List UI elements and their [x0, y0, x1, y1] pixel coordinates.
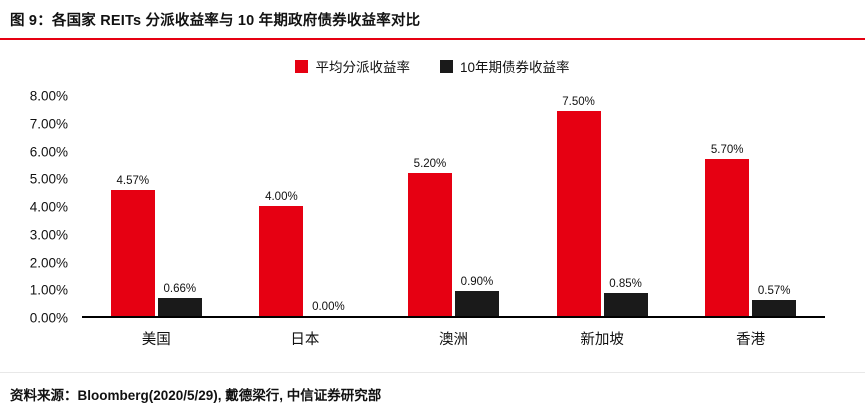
x-category-label: 澳洲	[438, 331, 468, 348]
bar-value-label: 4.00%	[265, 191, 298, 203]
bar-column: 0.00%	[306, 96, 350, 316]
x-category-label: 新加坡	[580, 331, 624, 348]
plot-area: 4.57% 0.66% 4.00% 0.00% 5.20% 0.90% 7.50% 0.85%…	[82, 96, 825, 318]
bar-value-label: 0.85%	[609, 277, 642, 290]
bar-column: 0.66%	[157, 96, 202, 316]
bar-bond-yield	[752, 300, 797, 316]
bar-reit-yield	[556, 111, 601, 316]
bar-reit-yield	[407, 173, 452, 316]
title-accent-line	[0, 38, 865, 40]
bar-value-label: 0.66%	[163, 282, 197, 295]
bar-chart: 8.00% 7.00% 6.00% 5.00% 4.00% 3.00% 2.00% 1.00%…	[16, 88, 825, 354]
bar-value-label: 7.50%	[562, 96, 595, 108]
bar-group: 5.70% 0.57%	[676, 96, 825, 316]
bar-column: 0.90%	[454, 96, 499, 316]
legend-label-reit: 平均分派收益率	[315, 60, 410, 75]
x-category-label: 日本	[290, 331, 320, 348]
bar-value-label: 5.70%	[710, 144, 744, 157]
y-tick-label: 5.00%	[29, 171, 68, 187]
y-tick-label: 6.00%	[29, 144, 68, 159]
y-tick-label: 4.00%	[29, 199, 68, 215]
bar-column: 4.57%	[110, 96, 155, 316]
bar-column: 5.20%	[407, 96, 452, 316]
bar-bond-yield	[454, 291, 499, 316]
bar-reit-yield	[259, 206, 304, 316]
legend-swatch-reit	[295, 59, 309, 73]
bar-value-label: 5.20%	[413, 158, 447, 170]
legend-item-reit-yield: 平均分派收益率	[295, 56, 410, 76]
bar-column: 0.57%	[752, 96, 797, 316]
bar-group: 4.00% 0.00%	[231, 96, 380, 316]
y-tick-label: 3.00%	[29, 227, 68, 243]
bar-value-label: 0.90%	[460, 276, 494, 289]
x-category-label: 美国	[141, 331, 171, 348]
bar-column: 0.85%	[603, 96, 648, 316]
y-axis: 8.00% 7.00% 6.00% 5.00% 4.00% 3.00% 2.00% 1.00%…	[16, 89, 76, 326]
legend-item-bond-yield: 10年期债券收益率	[439, 56, 570, 76]
bar-reit-yield	[705, 159, 750, 316]
legend-label-bond: 10年期债券收益率	[459, 60, 570, 75]
x-axis: 美国 日本 澳洲 新加坡 香港	[82, 322, 825, 354]
bar-column: 5.70%	[705, 96, 750, 316]
bar-column: 7.50%	[556, 96, 601, 316]
y-tick-label: 7.00%	[29, 116, 68, 132]
source-note: 资料来源：Bloomberg(2020/5/29), 戴德梁行, 中信证券研究部	[0, 372, 865, 417]
legend: 平均分派收益率 10年期债券收益率	[0, 56, 865, 76]
legend-swatch-bond	[439, 59, 453, 73]
bar-reit-yield	[110, 190, 155, 316]
y-tick-label: 8.00%	[29, 88, 68, 104]
y-tick-label: 0.00%	[29, 310, 68, 326]
bar-bond-yield	[157, 297, 202, 316]
bar-value-label: 4.57%	[116, 175, 150, 188]
x-category-label: 香港	[736, 331, 766, 348]
y-tick-label: 2.00%	[29, 255, 68, 270]
bar-value-label: 0.57%	[757, 285, 791, 298]
bar-column: 4.00%	[259, 96, 304, 316]
bar-group: 5.20% 0.90%	[379, 96, 528, 316]
bar-bond-yield	[603, 292, 648, 316]
y-tick-label: 1.00%	[29, 282, 68, 298]
bar-group: 7.50% 0.85%	[528, 96, 677, 316]
chart-title: 图 9：各国家 REITs 分派收益率与 10 年期政府债券收益率对比	[10, 13, 421, 29]
bar-group: 4.57% 0.66%	[82, 96, 231, 316]
bar-value-label: 0.00%	[312, 301, 345, 313]
